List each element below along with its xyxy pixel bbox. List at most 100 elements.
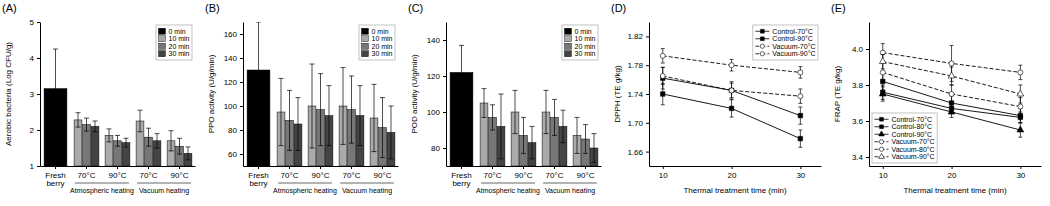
marker	[880, 70, 885, 75]
x-axis-tick-label-line: 70°C	[78, 171, 96, 180]
error-bar	[177, 138, 182, 154]
y-axis-line	[446, 23, 447, 167]
error-bar	[730, 83, 734, 97]
line	[663, 94, 801, 139]
error-bar	[798, 67, 802, 79]
y-axis-tick-label: 1	[30, 162, 35, 171]
legend-swatch	[361, 28, 368, 34]
error-bar	[84, 118, 89, 131]
legend-item: Vacuum-70°C	[875, 138, 935, 145]
error-bar	[798, 89, 802, 103]
y-axis-title: POD activity (U/g/min)	[410, 54, 419, 133]
y-axis-tick-mark	[37, 130, 40, 131]
legend-marker	[880, 125, 884, 129]
panel: 1.661.701.741.781.82102030Thermal treatm…	[611, 2, 822, 195]
y-axis-tick-mark	[240, 154, 243, 155]
error-bar	[661, 49, 665, 63]
error-bar	[53, 49, 58, 128]
panel-title: (D)	[611, 2, 626, 14]
y-axis-tick: 140	[224, 54, 243, 63]
y-axis-line	[40, 23, 41, 167]
panel: 12345Freshberry70°C90°C70°C90°CAtmospher…	[2, 2, 196, 195]
x-axis-tick-label: 70°C	[281, 171, 299, 180]
x-axis-tick-mark	[382, 166, 383, 169]
y-axis-tick-label: 140	[427, 36, 441, 45]
group-line	[340, 183, 394, 184]
legend-marker	[760, 52, 764, 56]
legend-swatch	[564, 36, 571, 42]
x-axis-tick: 90°C	[109, 166, 127, 180]
error-bar	[279, 78, 284, 145]
y-axis-tick-label: 4.0	[852, 45, 864, 54]
marker	[948, 108, 955, 114]
y-axis-tick-label: 80	[228, 126, 237, 135]
x-axis-tick: 70°C	[140, 166, 158, 180]
legend-item: Control-90°C	[875, 131, 933, 138]
x-axis-tick: 10	[879, 166, 888, 180]
marker	[660, 53, 665, 58]
legend-item: 20 min	[158, 43, 189, 50]
y-axis-tick: 3.8	[852, 81, 869, 90]
error-bar	[115, 135, 120, 146]
x-axis-tick-label: 30	[796, 171, 805, 180]
legend-marker	[879, 140, 883, 144]
y-axis-tick-label: 3.6	[852, 117, 864, 126]
legend-label: Control-70°C	[892, 116, 933, 123]
error-bar	[256, 22, 261, 118]
legend-item: Control-90°C	[755, 35, 813, 42]
legend-marker	[880, 117, 884, 121]
x-axis-title: Thermal treatment time (min)	[903, 186, 1006, 195]
y-axis-tick-mark	[646, 94, 649, 95]
error-bar	[372, 84, 377, 151]
marker	[661, 92, 665, 96]
panel-title: (A)	[2, 2, 17, 14]
y-axis-tick-mark	[443, 148, 446, 149]
error-bar	[388, 106, 393, 159]
legend: 0 min10 min20 min30 min	[562, 25, 598, 60]
panel: 3.43.63.84.0102030Thermal treatment time…	[831, 2, 1042, 195]
y-axis-tick-label: 120	[427, 72, 441, 81]
error-bar	[107, 129, 112, 142]
y-axis-tick: 120	[224, 78, 243, 87]
x-axis-tick-mark	[117, 166, 118, 169]
marker	[729, 88, 733, 92]
y-axis-tick-label: 4	[30, 54, 35, 63]
annotation: Vacuum heating	[342, 187, 392, 195]
legend-swatch	[564, 28, 571, 34]
x-axis-tick-mark	[585, 166, 586, 169]
legend-box	[753, 25, 818, 60]
y-axis-title: DPPH (TE g/kg)	[613, 65, 622, 123]
legend-label: Control-70°C	[772, 28, 813, 35]
y-axis-tick: 5	[30, 18, 40, 27]
error-bar	[295, 98, 300, 151]
legend-swatch	[158, 43, 165, 49]
y-axis-tick: 120	[427, 72, 446, 81]
x-axis-line	[650, 166, 822, 167]
legend-item: Vacuum-80°C	[875, 146, 935, 153]
plot-area	[44, 49, 192, 166]
error-bar	[490, 105, 495, 130]
x-axis-tick-label: 20	[948, 171, 957, 180]
legend-item: Control-70°C	[875, 116, 933, 123]
legend-swatch	[361, 43, 368, 49]
error-bar	[310, 64, 315, 148]
marker	[949, 91, 954, 96]
x-axis-tick-label: Freshberry	[451, 171, 471, 189]
legend-swatch	[564, 43, 571, 49]
x-axis-tick-label-line: 70°C	[546, 171, 564, 180]
legend-label: 10 min	[168, 35, 189, 42]
x-axis-tick: 70°C	[281, 166, 299, 180]
y-axis-tick: 1.78	[627, 61, 649, 70]
error-bar	[529, 126, 534, 158]
x-axis-tick: Freshberry	[45, 166, 65, 188]
y-axis-tick: 3.6	[852, 117, 869, 126]
marker	[879, 90, 886, 96]
error-bar	[730, 82, 734, 99]
legend-label: Control-90°C	[772, 35, 813, 42]
legend-label: Vacuum-80°C	[892, 146, 935, 153]
y-axis-tick: 100	[224, 102, 243, 111]
error-bar	[552, 99, 557, 135]
error-bar	[498, 94, 503, 159]
legend-label: 30 min	[371, 50, 392, 57]
y-axis-title: PPO activity (U/g/min)	[207, 54, 216, 133]
